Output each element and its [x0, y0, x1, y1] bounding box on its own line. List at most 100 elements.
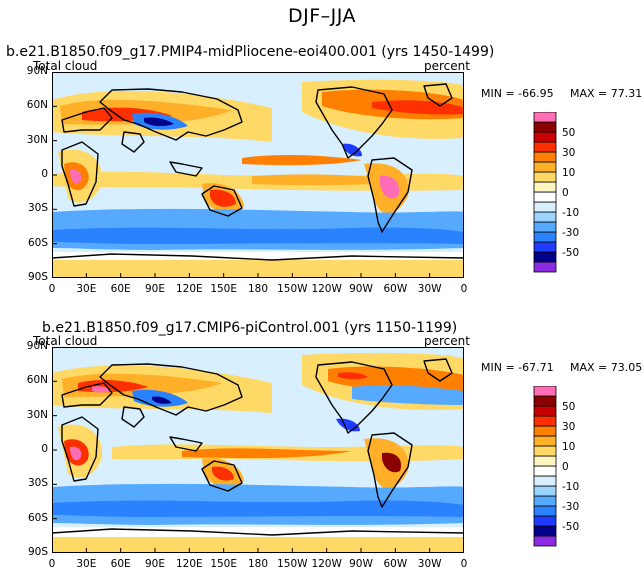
- colorbar-swatch: [533, 475, 557, 487]
- colorbar-swatch: [533, 251, 557, 263]
- y-tick-label: 60S: [27, 511, 48, 524]
- x-tick-label: 150E: [210, 283, 237, 295]
- y-tick-label: 60S: [27, 236, 48, 249]
- colorbar-swatch: [533, 525, 557, 537]
- anomaly-region: [212, 466, 234, 481]
- colorbar-label: -30: [562, 227, 579, 239]
- anomaly-region: [382, 452, 402, 473]
- x-tick-label: 0: [48, 283, 56, 295]
- figure-title: DJF–JJA: [287, 5, 357, 27]
- x-tick-label: 30W: [417, 558, 442, 570]
- x-tick-label: 90E: [145, 283, 165, 295]
- x-tick-label: 180: [247, 283, 269, 295]
- panel-2-max: MAX = 73.05: [570, 361, 643, 374]
- colorbar-swatch: [533, 455, 557, 467]
- y-tick-label: 60N: [26, 99, 48, 112]
- y-tick-label: 90S: [27, 546, 48, 558]
- colorbar-swatch: [533, 131, 557, 143]
- colorbar-swatch: [533, 405, 557, 417]
- panel-1-max: MAX = 77.31: [570, 87, 643, 100]
- colorbar-swatch: [533, 515, 557, 527]
- panel-2-title: b.e21.B1850.f09_g17.CMIP6-piControl.001 …: [42, 320, 458, 336]
- anomaly-region: [242, 154, 362, 166]
- x-tick-label: 120W: [311, 283, 342, 295]
- x-tick-label: 150E: [210, 558, 237, 570]
- colorbar-label: -10: [562, 481, 579, 493]
- panel-1-variable-label: Total cloud: [33, 59, 98, 73]
- panel-1-map: [52, 72, 464, 278]
- anomaly-region: [70, 446, 82, 461]
- colorbar-swatch: [533, 505, 557, 517]
- colorbar-label: 30: [562, 147, 575, 159]
- panel-2-map: [52, 347, 464, 553]
- x-tick-label: 180: [247, 558, 269, 570]
- x-tick-label: 60W: [383, 283, 408, 295]
- colorbar-swatch: [533, 415, 557, 427]
- colorbar-swatch: [533, 535, 557, 547]
- anomaly-region: [52, 500, 464, 517]
- anomaly-region: [328, 366, 464, 393]
- y-tick-label: 30S: [27, 477, 48, 490]
- y-tick-label: 90S: [27, 271, 48, 283]
- anomaly-region: [342, 143, 362, 157]
- colorbar-swatch: [533, 425, 557, 437]
- colorbar-label: 30: [562, 421, 575, 433]
- anomaly-region: [70, 169, 82, 184]
- colorbar-label: -30: [562, 501, 579, 513]
- colorbar-label: 10: [562, 167, 575, 179]
- colorbar-swatch: [533, 112, 557, 123]
- panel-1-colorbar: 50 30 10 0 -10 -30 -50: [533, 112, 579, 273]
- x-tick-label: 120E: [175, 283, 203, 295]
- anomaly-region: [92, 386, 112, 393]
- x-tick-label: 0: [48, 558, 56, 570]
- colorbar-swatch: [533, 191, 557, 203]
- colorbar-swatch: [533, 181, 557, 193]
- x-tick-label: 90E: [145, 558, 165, 570]
- anomaly-region: [144, 117, 174, 127]
- cloud-anomaly-field: [52, 352, 464, 553]
- y-tick-label: 30S: [27, 202, 48, 215]
- x-tick-label: 30W: [417, 283, 442, 295]
- x-tick-label: 60E: [110, 558, 131, 570]
- panel-2-colorbar: 50 30 10 0 -10 -30 -50: [533, 386, 579, 547]
- x-tick-label: 0: [460, 558, 468, 570]
- colorbar-label: 50: [562, 127, 575, 139]
- y-tick-label: 30N: [26, 133, 48, 146]
- y-tick-label: 0: [41, 168, 48, 180]
- x-tick-label: 120W: [311, 558, 342, 570]
- colorbar-label: 0: [562, 187, 569, 199]
- cloud-anomaly-field: [52, 79, 464, 278]
- anomaly-region: [52, 227, 464, 244]
- colorbar-swatch: [533, 231, 557, 243]
- colorbar-swatch: [533, 386, 557, 397]
- colorbar-swatch: [533, 261, 557, 273]
- panel-2-units-label: percent: [424, 334, 470, 348]
- colorbar-label: 50: [562, 401, 575, 413]
- y-tick-label: 90N: [26, 65, 48, 77]
- anomaly-region: [380, 175, 400, 199]
- colorbar-swatch: [533, 141, 557, 153]
- panel-2-variable-label: Total cloud: [33, 334, 98, 348]
- anomaly-region: [352, 385, 464, 405]
- colorbar-label: 0: [562, 461, 569, 473]
- map-ticks: [52, 347, 464, 553]
- colorbar-swatch: [533, 171, 557, 183]
- colorbar-label: -50: [562, 247, 579, 259]
- anomaly-region: [338, 372, 368, 380]
- anomaly-region: [182, 448, 352, 459]
- map-ticks: [52, 72, 464, 278]
- x-tick-label: 90W: [349, 283, 373, 295]
- y-tick-label: 60N: [26, 374, 48, 387]
- colorbar-swatch: [533, 161, 557, 173]
- colorbar-swatch: [533, 211, 557, 223]
- y-tick-label: 0: [41, 443, 48, 455]
- panel-1-title: b.e21.B1850.f09_g17.PMIP4-midPliocene-eo…: [6, 44, 495, 60]
- panel-1-units-label: percent: [424, 59, 470, 73]
- colorbar-label: -10: [562, 207, 579, 219]
- anomaly-region: [372, 100, 464, 115]
- panel-1-min: MIN = -66.95: [481, 87, 554, 100]
- colorbar-label: 10: [562, 441, 575, 453]
- anomaly-region: [152, 396, 172, 404]
- panel-2-min: MIN = -67.71: [481, 361, 554, 374]
- x-tick-label: 60E: [110, 283, 131, 295]
